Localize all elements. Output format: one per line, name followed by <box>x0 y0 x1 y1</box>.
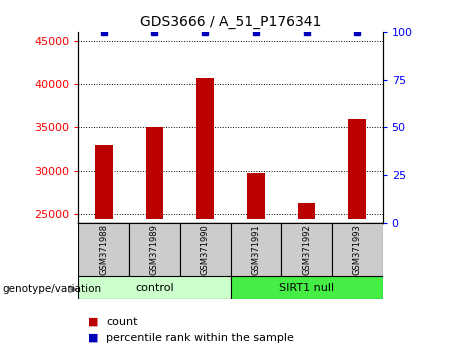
Bar <box>230 223 281 276</box>
Bar <box>298 203 315 219</box>
Bar <box>281 223 332 276</box>
Text: SIRT1 null: SIRT1 null <box>279 282 334 293</box>
Title: GDS3666 / A_51_P176341: GDS3666 / A_51_P176341 <box>140 16 321 29</box>
Bar <box>180 223 230 276</box>
Text: ■: ■ <box>88 333 98 343</box>
Bar <box>230 276 383 299</box>
Bar <box>247 173 265 219</box>
Text: GSM371992: GSM371992 <box>302 224 311 275</box>
Text: GSM371988: GSM371988 <box>99 224 108 275</box>
Text: genotype/variation: genotype/variation <box>2 284 101 294</box>
Text: count: count <box>106 317 137 327</box>
Text: GSM371989: GSM371989 <box>150 224 159 275</box>
Text: ■: ■ <box>88 317 98 327</box>
Text: GSM371991: GSM371991 <box>251 224 260 275</box>
Text: GSM371990: GSM371990 <box>201 224 210 275</box>
Bar <box>78 223 129 276</box>
Text: percentile rank within the sample: percentile rank within the sample <box>106 333 294 343</box>
Bar <box>196 78 214 219</box>
Bar <box>78 276 230 299</box>
Text: GSM371993: GSM371993 <box>353 224 362 275</box>
Bar <box>95 145 112 219</box>
Bar <box>349 119 366 219</box>
Bar <box>129 223 180 276</box>
Bar <box>332 223 383 276</box>
Bar <box>146 127 163 219</box>
Text: control: control <box>135 282 174 293</box>
